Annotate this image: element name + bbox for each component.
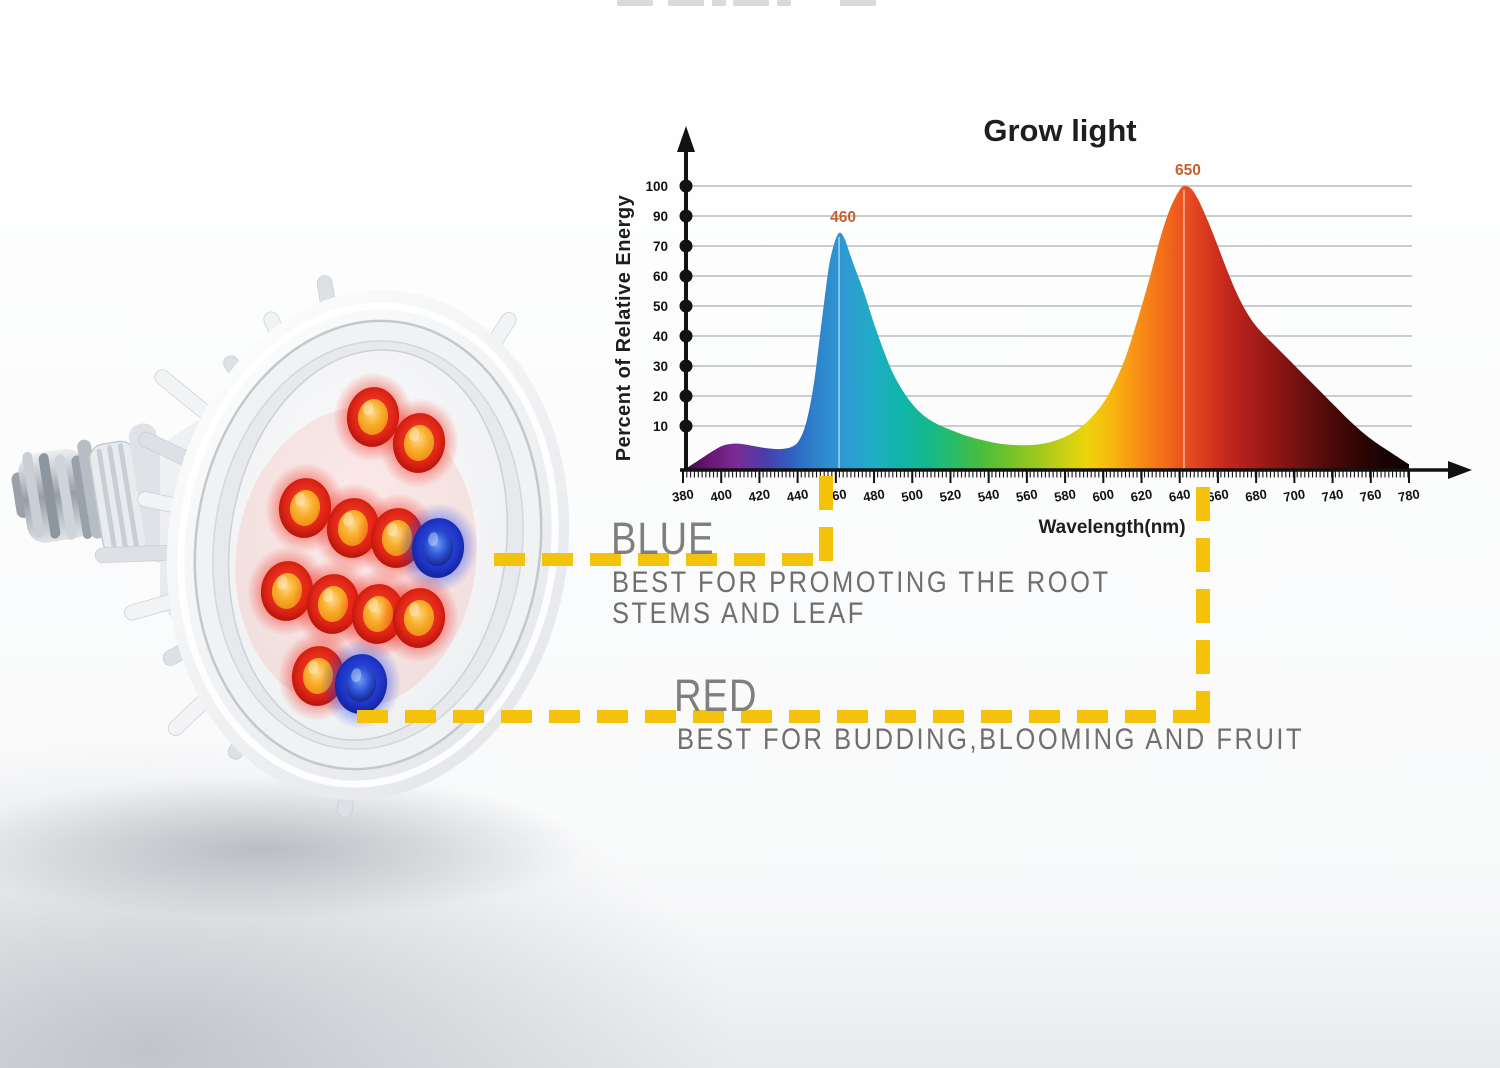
x-tick-label: 660: [1206, 486, 1230, 505]
x-tick-label: 780: [1397, 486, 1421, 505]
x-tick-label: 580: [1053, 486, 1077, 505]
y-tick-dot: [679, 359, 693, 373]
y-tick-dot: [679, 209, 693, 223]
x-tick-label: 500: [900, 486, 924, 505]
peak-label-460: 460: [830, 209, 856, 226]
x-tick-label: 380: [671, 486, 695, 505]
x-tick-label: 760: [1359, 486, 1383, 505]
y-tick-label: 30: [653, 359, 668, 374]
y-tick-dot: [679, 179, 693, 193]
callout-line-blue-horizontal: [494, 553, 827, 566]
y-tick-label: 100: [645, 179, 668, 194]
x-tick-label: 440: [786, 486, 810, 505]
blue-section-label: BLUE: [611, 513, 715, 564]
blue-section-desc-line2: STEMS AND LEAF: [612, 597, 866, 630]
led-red: [378, 398, 460, 488]
x-tick-label: 520: [938, 486, 962, 505]
red-section-label: RED: [674, 670, 758, 721]
cropped-text-remnant: [733, 0, 769, 6]
red-section-desc-line1: BEST FOR BUDDING,BLOOMING AND FRUIT: [677, 723, 1305, 756]
x-tick-label: 400: [709, 486, 733, 505]
y-tick-label: 70: [653, 239, 668, 254]
x-tick-label: 560: [1015, 486, 1039, 505]
x-tick-label: 700: [1282, 486, 1306, 505]
y-tick-label: 10: [653, 419, 668, 434]
cropped-text-remnant: [617, 0, 653, 6]
y-tick-label: 20: [653, 389, 668, 404]
y-tick-label: 90: [653, 209, 668, 224]
blue-section-desc-line1: BEST FOR PROMOTING THE ROOT: [612, 566, 1111, 599]
y-tick-dot: [679, 419, 693, 433]
led-blue: [397, 503, 479, 593]
y-tick-label: 50: [653, 299, 668, 314]
cropped-text-remnant: [777, 0, 791, 6]
y-tick-dot: [679, 389, 693, 403]
y-axis-arrow-icon: [677, 126, 695, 152]
led-red: [378, 573, 460, 663]
x-tick-label: 420: [747, 486, 771, 505]
x-axis-arrow-icon: [1448, 461, 1472, 479]
x-tick-label: 640: [1168, 486, 1192, 505]
led-array: [246, 372, 479, 729]
x-tick-label: 540: [977, 486, 1001, 505]
x-tick-label: 600: [1091, 486, 1115, 505]
cropped-text-remnant: [668, 0, 704, 6]
callout-line-red-vertical: [1196, 487, 1210, 723]
callout-line-blue-vertical: [819, 476, 833, 566]
y-tick-dot: [679, 269, 693, 283]
y-axis-title: Percent of Relative Energy: [613, 194, 635, 461]
x-axis-title: Wavelength(nm): [1038, 517, 1185, 538]
y-tick-dot: [679, 239, 693, 253]
x-tick-label: 740: [1321, 486, 1345, 505]
x-tick-label: 620: [1129, 486, 1153, 505]
chart-title: Grow light: [983, 113, 1136, 148]
cropped-text-remnant: [712, 0, 726, 6]
callout-line-red-horizontal: [357, 710, 1209, 723]
y-tick-label: 60: [653, 269, 668, 284]
cropped-text-remnant: [840, 0, 876, 6]
bulb-floor-shadow: [0, 776, 585, 920]
y-tick-dot: [679, 299, 693, 313]
screw-base: [11, 439, 105, 543]
chart-curve: [683, 185, 1409, 470]
x-tick-label: 680: [1244, 486, 1268, 505]
x-tick-label: 480: [862, 486, 886, 505]
y-tick-dot: [679, 329, 693, 343]
peak-label-650: 650: [1175, 162, 1201, 179]
led-blue: [320, 639, 402, 729]
y-tick-label: 40: [653, 329, 668, 344]
